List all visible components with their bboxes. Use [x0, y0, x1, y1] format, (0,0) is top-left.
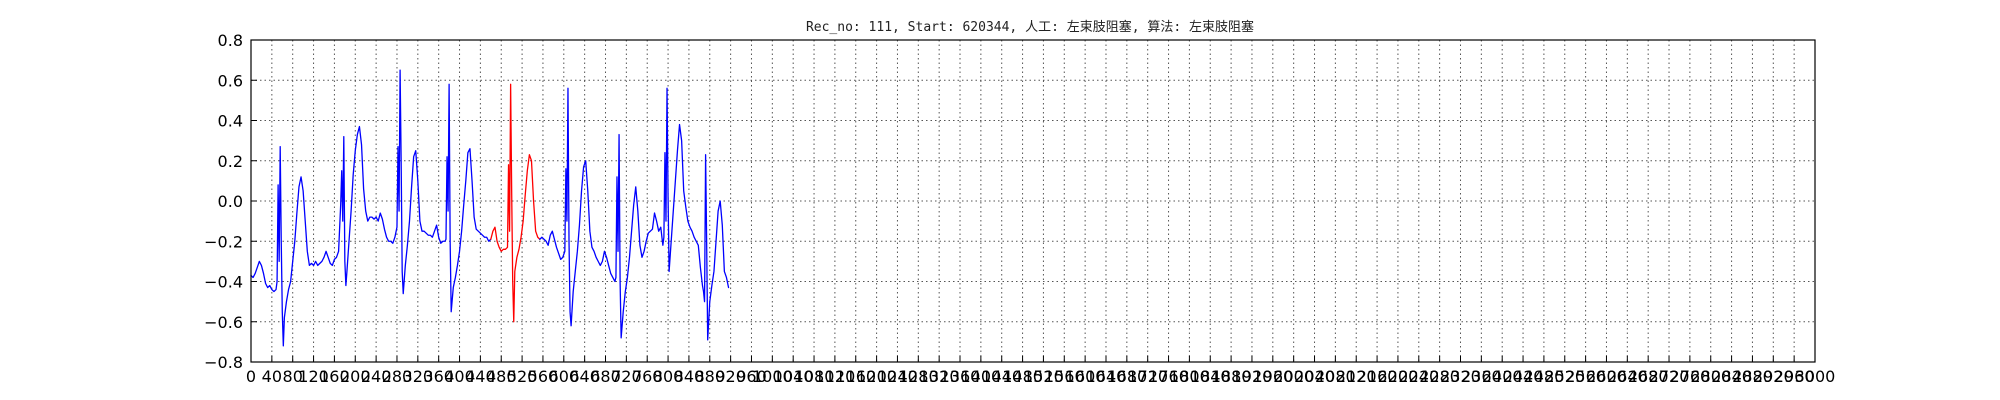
- x-tick-label: 2960: [1774, 367, 1815, 386]
- x-tick-label: 2480: [1524, 367, 1565, 386]
- x-tick-label: 800: [653, 367, 684, 386]
- x-tick-label: 1600: [1065, 367, 1106, 386]
- x-tick-label: 1760: [1148, 367, 1189, 386]
- x-tick-label: 1960: [1252, 367, 1293, 386]
- x-tick-label: 440: [465, 367, 496, 386]
- y-tick-label: −0.2: [204, 232, 243, 251]
- x-tick-label: 2040: [1294, 367, 1335, 386]
- x-tick-label: 1840: [1190, 367, 1231, 386]
- x-tick-label: 1480: [1002, 367, 1043, 386]
- x-tick-label: 880: [694, 367, 725, 386]
- x-tick-label: 2080: [1315, 367, 1356, 386]
- x-tick-label: 240: [361, 367, 392, 386]
- x-tick-label: 2520: [1544, 367, 1585, 386]
- ecg-traces: [250, 69, 730, 347]
- x-tick-label: 640: [569, 367, 600, 386]
- x-tick-label: 1640: [1086, 367, 1127, 386]
- x-tick-label: 2200: [1378, 367, 1419, 386]
- grid-lines: [250, 39, 1816, 363]
- x-tick-label: 3000: [1795, 367, 1836, 386]
- x-tick-label: 120: [298, 367, 329, 386]
- x-tick-label: 1560: [1044, 367, 1085, 386]
- x-tick-label: 2000: [1273, 367, 1314, 386]
- x-tick-label: 80: [283, 367, 303, 386]
- x-tick-label: 720: [611, 367, 642, 386]
- highlighted-beat-trace: [490, 83, 541, 323]
- x-tick-label: 1000: [752, 367, 793, 386]
- x-tick-label: 160: [319, 367, 350, 386]
- x-tick-label: 2440: [1503, 367, 1544, 386]
- x-tick-label: 360: [423, 367, 454, 386]
- x-tick-label: 1200: [856, 367, 897, 386]
- x-tick-label: 1520: [1023, 367, 1064, 386]
- x-tick-label: 1240: [877, 367, 918, 386]
- y-tick-label: 0.8: [218, 31, 243, 50]
- x-tick-label: 1440: [981, 367, 1022, 386]
- y-tick-label: 0.6: [218, 71, 243, 90]
- x-tick-label: 1680: [1106, 367, 1147, 386]
- x-tick-label: 1160: [835, 367, 876, 386]
- x-tick-label: 2120: [1336, 367, 1377, 386]
- x-tick-label: 1280: [898, 367, 939, 386]
- x-tick-label: 2320: [1440, 367, 1481, 386]
- y-tick-label: 0.0: [218, 192, 243, 211]
- plot-frame: [250, 39, 1816, 363]
- x-tick-label: 1800: [1169, 367, 1210, 386]
- x-tick-label: 320: [403, 367, 434, 386]
- x-tick-label: 2400: [1482, 367, 1523, 386]
- ecg-trace-segment: [250, 69, 492, 347]
- x-tick-label: 2880: [1732, 367, 1773, 386]
- x-tick-label: 480: [486, 367, 517, 386]
- x-tick-label: 760: [632, 367, 663, 386]
- x-tick-label: 200: [340, 367, 371, 386]
- ecg-trace-segment: [539, 87, 730, 341]
- y-tick-label: −0.8: [204, 353, 243, 372]
- x-tick-label: 2640: [1607, 367, 1648, 386]
- x-tick-label: 2680: [1628, 367, 1669, 386]
- x-tick-label: 0: [246, 367, 256, 386]
- x-tick-label: 1920: [1232, 367, 1273, 386]
- x-tick-label: 960: [736, 367, 767, 386]
- x-tick-label: 2720: [1649, 367, 1690, 386]
- x-tick-label: 40: [262, 367, 282, 386]
- x-tick-label: 680: [590, 367, 621, 386]
- y-tick-label: −0.4: [204, 273, 243, 292]
- y-tick-label: 0.4: [218, 112, 243, 131]
- x-tick-label: 1120: [815, 367, 856, 386]
- x-tick-label: 1040: [773, 367, 814, 386]
- x-tick-label: 600: [549, 367, 580, 386]
- y-tick-label: −0.6: [204, 313, 243, 332]
- x-tick-label: 2280: [1419, 367, 1460, 386]
- x-tick-label: 520: [507, 367, 538, 386]
- x-tick-label: 2360: [1461, 367, 1502, 386]
- x-axis-ticks: 0 40 8012016020024028032036040044048052056…: [246, 367, 1835, 386]
- chart-title: Rec_no: 111, Start: 620344, 人工: 左束肢阻塞, 算…: [806, 19, 1254, 35]
- y-axis-ticks: 0.8 0.6 0.4 0.2 0.0 −0.2 −0.4 −0.6 −0.8: [204, 31, 243, 372]
- x-tick-label: 560: [528, 367, 559, 386]
- x-tick-label: 1400: [961, 367, 1002, 386]
- x-tick-label: 280: [382, 367, 413, 386]
- x-tick-label: 1720: [1127, 367, 1168, 386]
- x-tick-label: 840: [674, 367, 705, 386]
- x-tick-label: 2160: [1357, 367, 1398, 386]
- x-tick-label: 2560: [1565, 367, 1606, 386]
- y-tick-label: 0.2: [218, 152, 243, 171]
- x-tick-label: 2240: [1398, 367, 1439, 386]
- x-tick-label: 2920: [1753, 367, 1794, 386]
- x-tick-label: 2600: [1586, 367, 1627, 386]
- x-tick-label: 1080: [794, 367, 835, 386]
- x-tick-label: 1880: [1211, 367, 1252, 386]
- x-tick-label: 400: [444, 367, 475, 386]
- x-tick-label: 920: [715, 367, 746, 386]
- x-tick-label: 2760: [1670, 367, 1711, 386]
- x-tick-label: 1360: [940, 367, 981, 386]
- x-tick-label: 2840: [1711, 367, 1752, 386]
- x-tick-label: 1320: [919, 367, 960, 386]
- x-tick-label: 2800: [1690, 367, 1731, 386]
